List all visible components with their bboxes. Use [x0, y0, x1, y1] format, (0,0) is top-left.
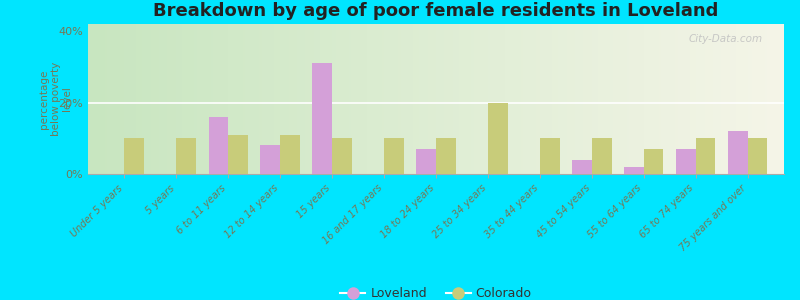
- Bar: [384, 138, 404, 174]
- Bar: [748, 138, 767, 174]
- Bar: [312, 63, 332, 174]
- Bar: [676, 149, 696, 174]
- Y-axis label: percentage
below poverty
level: percentage below poverty level: [39, 62, 72, 136]
- Bar: [572, 160, 592, 174]
- Bar: [228, 135, 248, 174]
- Bar: [592, 138, 611, 174]
- Bar: [416, 149, 436, 174]
- Bar: [176, 138, 196, 174]
- Bar: [209, 117, 228, 174]
- Bar: [728, 131, 748, 174]
- Bar: [488, 103, 508, 174]
- Bar: [624, 167, 644, 174]
- Bar: [436, 138, 456, 174]
- Bar: [540, 138, 560, 174]
- Text: City-Data.com: City-Data.com: [689, 34, 763, 44]
- Legend: Loveland, Colorado: Loveland, Colorado: [335, 282, 537, 300]
- Title: Breakdown by age of poor female residents in Loveland: Breakdown by age of poor female resident…: [154, 2, 718, 20]
- Bar: [124, 138, 144, 174]
- Bar: [696, 138, 715, 174]
- Bar: [644, 149, 663, 174]
- Bar: [280, 135, 300, 174]
- Bar: [261, 146, 280, 174]
- Bar: [332, 138, 352, 174]
